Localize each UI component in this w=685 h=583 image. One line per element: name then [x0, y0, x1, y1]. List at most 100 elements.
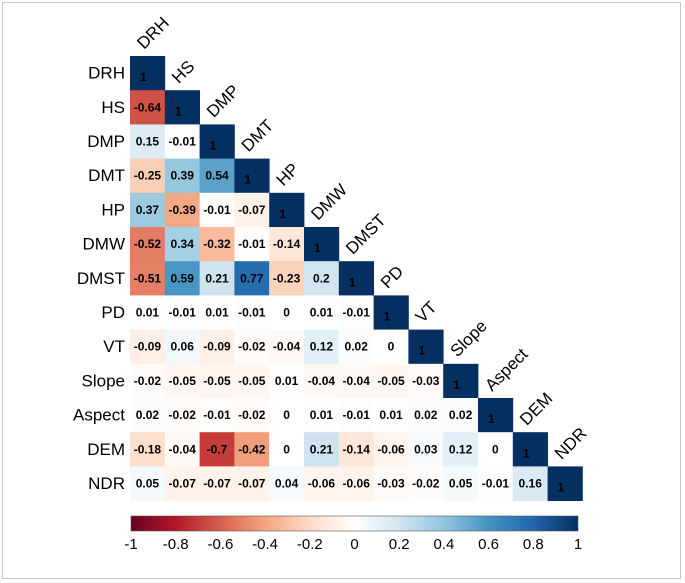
- col-label-HS: HS: [168, 57, 198, 87]
- cell-DMST-DMT: [234, 261, 270, 296]
- cell-VT-DMT: [234, 329, 270, 365]
- cell-DMW-HP: [269, 227, 305, 262]
- cell-value-DMP-DRH: 0.15: [136, 135, 160, 149]
- cell-DEM-Aspect: [478, 432, 514, 467]
- colorbar-tick: -1: [124, 536, 137, 553]
- cell-DEM-DRH: [130, 432, 166, 467]
- cell-DEM-DEM: [512, 432, 548, 467]
- cell-value-NDR-DMW: -0.06: [308, 477, 336, 491]
- cell-value-NDR-DRH: 0.05: [136, 477, 160, 491]
- cell-DMST-HS: [164, 261, 200, 296]
- cell-value-DMW-DMT: -0.01: [238, 237, 266, 251]
- colorbar-tick: 0: [350, 536, 358, 553]
- cell-value-VT-HS: 0.06: [171, 340, 195, 354]
- cell-value-Slope-DMST: -0.04: [343, 374, 371, 388]
- cell-Slope-HP: [269, 363, 305, 399]
- cell-value-Aspect-DMST: -0.01: [343, 408, 371, 422]
- cell-value-Slope-HS: -0.05: [169, 374, 197, 388]
- cell-VT-HP: [269, 329, 305, 365]
- cell-HP-DMP: [199, 192, 235, 228]
- cell-NDR-NDR: [547, 466, 583, 501]
- cell-value-PD-DRH: 0.01: [136, 306, 160, 320]
- cell-DEM-PD: [373, 432, 409, 467]
- cell-Slope-DMST: [338, 363, 374, 399]
- cell-DMW-HS: [164, 227, 200, 262]
- cell-HP-HP: [269, 192, 305, 228]
- cell-value-NDR-DMP: -0.07: [203, 477, 231, 491]
- cell-value-Aspect-Aspect: 1: [488, 412, 495, 426]
- cell-value-PD-DMT: -0.01: [238, 306, 266, 320]
- cell-Aspect-VT: [408, 398, 444, 433]
- cell-NDR-DMT: [234, 466, 270, 501]
- cell-Aspect-DMT: [234, 398, 270, 433]
- colorbar-tick: -0.6: [207, 536, 233, 553]
- cell-value-Slope-PD: -0.05: [377, 374, 405, 388]
- cell-value-Aspect-Slope: 0.02: [449, 408, 473, 422]
- cell-Aspect-DMST: [338, 398, 374, 433]
- col-label-HP: HP: [273, 159, 303, 189]
- cell-DMST-HP: [269, 261, 305, 296]
- colorbar: [130, 515, 579, 532]
- row-label-HP: HP: [101, 200, 125, 219]
- cell-value-PD-DMST: -0.01: [343, 306, 371, 320]
- cell-value-NDR-NDR: 1: [558, 481, 565, 495]
- cell-HS-HS: [164, 90, 200, 125]
- cell-NDR-DMP: [199, 466, 235, 501]
- cell-DEM-DMW: [304, 432, 340, 467]
- row-label-Slope: Slope: [82, 371, 125, 390]
- cell-value-DMT-DMT: 1: [244, 173, 251, 187]
- cell-value-Slope-DMW: -0.04: [308, 374, 336, 388]
- col-label-DMW: DMW: [307, 180, 350, 223]
- cell-DMW-DRH: [130, 227, 166, 262]
- cell-value-DEM-DMST: -0.14: [343, 442, 371, 456]
- cell-value-VT-HP: -0.04: [273, 340, 301, 354]
- cell-value-VT-DMT: -0.02: [238, 340, 266, 354]
- cell-value-Aspect-DRH: 0.02: [136, 408, 160, 422]
- cell-value-DEM-PD: -0.06: [377, 442, 405, 456]
- row-label-VT: VT: [103, 337, 125, 356]
- cell-Slope-DMT: [234, 363, 270, 399]
- cell-DMW-DMT: [234, 227, 270, 262]
- cell-DMW-DMW: [304, 227, 340, 262]
- cell-value-DMST-DMST: 1: [349, 275, 356, 289]
- row-label-PD: PD: [101, 303, 125, 322]
- row-label-NDR: NDR: [88, 474, 125, 493]
- cell-DMP-DRH: [130, 124, 166, 159]
- cell-value-HS-HS: 1: [175, 104, 182, 118]
- cell-value-NDR-VT: -0.02: [412, 477, 440, 491]
- cell-HP-DRH: [130, 192, 166, 228]
- cell-value-DRH-DRH: 1: [140, 70, 147, 84]
- cell-value-DMT-DRH: -0.25: [134, 169, 162, 183]
- cell-value-DMST-HS: 0.59: [171, 271, 195, 285]
- cell-value-DEM-Slope: 0.12: [449, 442, 473, 456]
- col-label-DRH: DRH: [133, 13, 172, 52]
- cell-VT-DMP: [199, 329, 235, 365]
- cell-value-DMW-DMW: 1: [314, 241, 321, 255]
- cell-value-NDR-PD: -0.03: [377, 477, 405, 491]
- cell-value-DMT-DMP: 0.54: [205, 169, 229, 183]
- cell-value-Aspect-DMP: -0.01: [203, 408, 231, 422]
- col-label-Aspect: Aspect: [481, 344, 531, 394]
- cell-value-VT-DMW: 0.12: [310, 340, 334, 354]
- cell-VT-DRH: [130, 329, 166, 365]
- col-label-VT: VT: [412, 298, 441, 327]
- cell-Slope-VT: [408, 363, 444, 399]
- cell-DEM-DMP: [199, 432, 235, 467]
- cell-value-HS-DRH: -0.64: [134, 100, 162, 114]
- cell-Aspect-HS: [164, 398, 200, 433]
- cell-DMT-DMT: [234, 158, 270, 194]
- cell-value-DMW-DRH: -0.52: [134, 237, 162, 251]
- cell-Aspect-DMP: [199, 398, 235, 433]
- colorbar-tick: 0.6: [478, 536, 499, 553]
- cell-value-NDR-DEM: 0.16: [519, 477, 543, 491]
- cell-NDR-HP: [269, 466, 305, 501]
- cell-DMT-DMP: [199, 158, 235, 194]
- cell-HP-HS: [164, 192, 200, 228]
- cell-value-PD-HP: 0: [283, 306, 290, 320]
- cell-value-Slope-Slope: 1: [453, 378, 460, 392]
- cell-value-Slope-DRH: -0.02: [134, 374, 162, 388]
- cell-NDR-DMST: [338, 466, 374, 501]
